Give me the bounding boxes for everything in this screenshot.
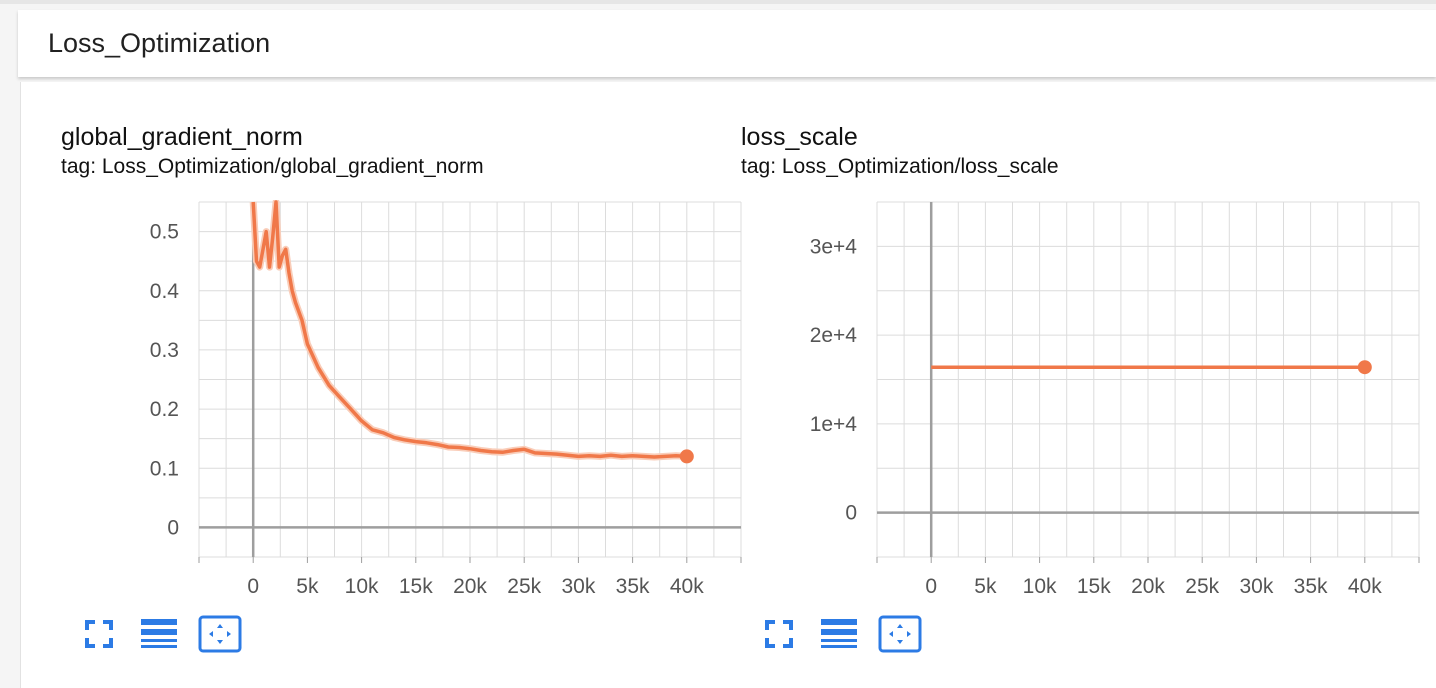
- chart-title: loss_scale: [741, 123, 858, 151]
- series-last-point: [1357, 360, 1372, 375]
- fit-domain-icon: [198, 615, 242, 653]
- section-title: Loss_Optimization: [48, 28, 271, 58]
- x-tick-label: 35k: [616, 575, 650, 598]
- x-tick-label: 10k: [345, 575, 379, 598]
- x-tick-label: 10k: [1023, 575, 1057, 598]
- y-tick-label: 0.2: [150, 398, 179, 421]
- y-tick-label: 2e+4: [810, 324, 858, 347]
- toggle-log-scale-button[interactable]: [817, 612, 861, 656]
- toggle-log-scale-button[interactable]: [137, 612, 181, 656]
- x-tick-label: 0: [247, 575, 259, 598]
- section-header[interactable]: Loss_Optimization: [18, 10, 1436, 77]
- chart-plot[interactable]: 0 1e+4 2e+4 3e+4 0 5k 10k 15k 20k 25k 30k 35k 40k: [721, 82, 1421, 598]
- chart-tag: tag: Loss_Optimization/global_gradient_n…: [61, 155, 484, 178]
- chart-card-global-gradient-norm: global_gradient_norm tag: Loss_Optimizat…: [41, 82, 742, 688]
- fit-domain-button[interactable]: [197, 614, 243, 654]
- x-tick-label: 35k: [1294, 575, 1328, 598]
- y-tick-label: 0.3: [150, 339, 179, 362]
- y-tick-label: 0: [167, 516, 179, 539]
- fit-domain-icon: [878, 615, 922, 653]
- x-tick-label: 15k: [1077, 575, 1111, 598]
- x-tick-label: 20k: [1131, 575, 1165, 598]
- x-tick-label: 0: [925, 575, 937, 598]
- x-tick-label: 20k: [453, 575, 487, 598]
- chart-card-loss-scale: loss_scale tag: Loss_Optimization/loss_s…: [721, 82, 1420, 688]
- x-tick-label: 40k: [1348, 575, 1382, 598]
- chart-tag: tag: Loss_Optimization/loss_scale: [741, 155, 1059, 178]
- series-last-point: [679, 449, 694, 464]
- series-line: [251, 200, 687, 459]
- expand-icon: [85, 620, 113, 648]
- expand-button[interactable]: [77, 612, 121, 656]
- x-tick-label: 5k: [974, 575, 997, 598]
- x-tick-label: 30k: [561, 575, 595, 598]
- y-tick-label: 0.1: [150, 457, 179, 480]
- toggle-log-scale-icon: [141, 619, 177, 648]
- section-content: global_gradient_norm tag: Loss_Optimizat…: [20, 82, 1436, 688]
- expand-icon: [765, 620, 793, 648]
- y-tick-label: 0.5: [150, 221, 179, 244]
- x-tick-label: 30k: [1239, 575, 1273, 598]
- x-tick-label: 5k: [296, 575, 319, 598]
- chart-title: global_gradient_norm: [61, 123, 303, 151]
- y-tick-label: 3e+4: [810, 235, 858, 258]
- top-edge: [0, 0, 1436, 4]
- y-tick-label: 1e+4: [810, 413, 858, 436]
- y-tick-label: 0: [845, 502, 857, 525]
- y-tick-label: 0.4: [150, 280, 180, 303]
- fit-domain-button[interactable]: [877, 614, 923, 654]
- chart-plot[interactable]: 0 0.1 0.2 0.3 0.4 0.5 0 5k 10k 15k 20k 25k 30k 35k 40k: [41, 82, 742, 598]
- x-tick-label: 40k: [670, 575, 704, 598]
- x-tick-label: 25k: [1185, 575, 1219, 598]
- toggle-log-scale-icon: [821, 619, 857, 648]
- expand-button[interactable]: [757, 612, 801, 656]
- x-tick-label: 25k: [507, 575, 541, 598]
- x-tick-label: 15k: [399, 575, 433, 598]
